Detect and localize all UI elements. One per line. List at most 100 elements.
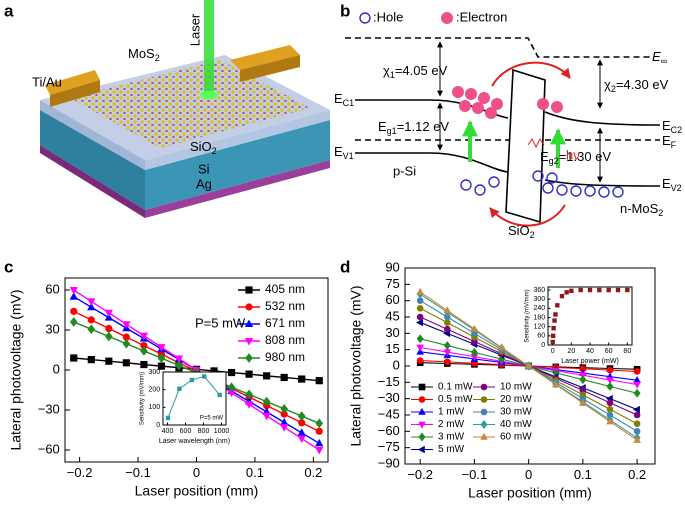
data-point <box>122 359 130 367</box>
data-point <box>175 360 183 371</box>
data-point <box>105 331 113 342</box>
label: n-MoS2 <box>620 201 663 218</box>
y-tick-label: −60 <box>378 423 400 438</box>
x-tick-label: −0.1 <box>125 465 151 480</box>
y-tick-label: 100 <box>149 404 161 411</box>
data-point <box>625 287 630 293</box>
label: Laser <box>187 13 202 46</box>
data-point <box>87 356 95 364</box>
x-tick-label: 80 <box>623 348 631 355</box>
data-point <box>416 318 423 327</box>
label: SiO2 <box>508 223 535 240</box>
carriers <box>441 12 563 119</box>
carriers <box>359 12 624 198</box>
label: EC2 <box>662 118 682 135</box>
x-tick-label: 800 <box>198 428 210 435</box>
data-point <box>633 388 641 398</box>
data-point <box>280 424 289 432</box>
label: Eg1=1.12 eV <box>378 119 449 136</box>
data-point <box>551 380 560 388</box>
data-point <box>551 326 556 331</box>
legend-marker <box>480 432 488 440</box>
legend-label: :Electron <box>456 9 507 24</box>
data-point <box>70 354 78 362</box>
data-point <box>606 399 614 407</box>
data-point <box>497 343 506 351</box>
label: E∞ <box>652 49 667 66</box>
data-point <box>559 293 565 299</box>
data-point <box>165 415 171 421</box>
data-point <box>443 319 451 326</box>
x-tick-label: 20 <box>567 348 575 355</box>
legend-marker <box>480 420 488 429</box>
plot-frame <box>162 371 227 426</box>
x-tick-label: 0 <box>551 348 555 355</box>
data-point <box>632 405 640 414</box>
label: EC1 <box>334 91 354 108</box>
x-tick-label: 60 <box>605 348 613 355</box>
data-point <box>550 339 555 345</box>
panel-label: a <box>4 1 14 20</box>
x-tick-label: −0.2 <box>67 465 93 480</box>
legend-marker <box>480 383 488 391</box>
data-point <box>470 353 479 361</box>
data-point <box>606 377 614 385</box>
y-axis-title: Sensitivity (mV/mm) <box>140 372 146 425</box>
legend-marker <box>480 396 488 403</box>
data-point <box>87 324 96 335</box>
data-point <box>606 406 614 413</box>
data-point <box>122 338 131 349</box>
data-point <box>87 316 95 324</box>
data-point <box>177 386 182 391</box>
data-point <box>443 306 452 314</box>
data-point <box>315 418 324 429</box>
y-tick-label: −15 <box>378 374 400 389</box>
data-point <box>443 349 452 357</box>
data-point <box>579 375 587 385</box>
legend-marker <box>418 396 426 403</box>
legend-marker <box>418 432 426 442</box>
data-point <box>280 403 288 414</box>
y-tick-label: 30 <box>45 321 59 336</box>
x-tick-label: −0.1 <box>462 467 488 482</box>
data-point <box>245 389 253 400</box>
data-point <box>552 318 557 323</box>
data-point <box>189 377 195 383</box>
annotation: P=5 mW <box>200 416 224 422</box>
data-point <box>633 368 641 375</box>
legend-label: 5 mW <box>438 444 465 455</box>
data-point <box>579 365 587 373</box>
data-point <box>157 353 166 363</box>
x-axis-title: Laser position (mm) <box>135 483 259 499</box>
y-tick-label: −30 <box>38 401 60 416</box>
legend-label: 1 mW <box>438 407 465 418</box>
panel-label: c <box>4 257 13 276</box>
label: Ti/Au <box>32 74 62 89</box>
data-point <box>297 435 306 444</box>
label: SiO2 <box>190 139 217 156</box>
y-axis-title: Sensitivity (mV/mm) <box>525 289 531 342</box>
panel-label: d <box>340 257 350 276</box>
data-point <box>217 392 222 398</box>
data-point <box>416 357 424 364</box>
y-tick-label: 0 <box>53 361 60 376</box>
data-point <box>105 324 113 333</box>
device-illustration <box>40 0 330 218</box>
data-point <box>105 357 113 365</box>
x-axis-title: Laser power (mW) <box>561 358 619 365</box>
y-tick-label: −75 <box>378 439 400 454</box>
data-point <box>227 368 236 377</box>
data-point <box>606 417 614 425</box>
y-tick-label: 300 <box>534 296 546 303</box>
y-axis-title: Lateral photovoltage (mV) <box>8 289 24 450</box>
band-diagram <box>345 37 661 227</box>
data-point <box>140 360 148 369</box>
legend-label: 10 mW <box>500 382 532 393</box>
data-point <box>416 287 424 295</box>
data-point <box>416 304 424 312</box>
data-point <box>443 325 451 333</box>
legend-label: 0.1 mW <box>438 382 473 393</box>
data-point <box>470 324 479 332</box>
y-tick-label: 0 <box>541 342 545 349</box>
legend-marker <box>418 407 426 415</box>
